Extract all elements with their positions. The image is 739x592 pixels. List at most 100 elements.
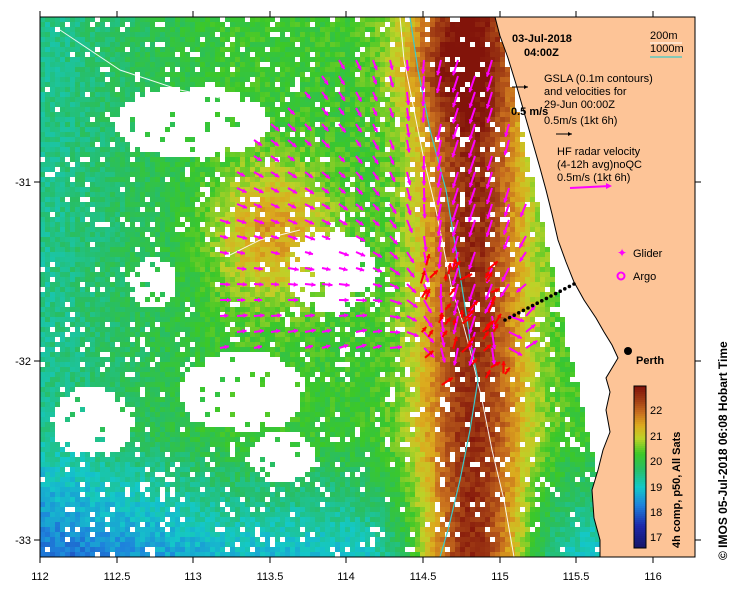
sst-pixel — [235, 47, 240, 52]
sst-pixel — [395, 262, 400, 267]
sst-pixel — [405, 277, 410, 282]
sst-pixel — [225, 162, 230, 167]
sst-pixel — [205, 162, 210, 167]
sst-pixel — [485, 157, 490, 162]
sst-pixel — [90, 227, 95, 232]
sst-pixel — [445, 177, 450, 182]
sst-pixel — [315, 227, 320, 232]
sst-pixel — [120, 192, 125, 197]
sst-pixel — [120, 292, 125, 297]
sst-pixel — [245, 187, 250, 192]
sst-pixel — [285, 307, 290, 312]
sst-pixel — [400, 242, 405, 247]
sst-pixel — [310, 27, 315, 32]
sst-pixel — [330, 137, 335, 142]
sst-pixel — [235, 32, 240, 37]
sst-pixel — [410, 167, 415, 172]
sst-pixel — [145, 222, 150, 227]
sst-pixel — [250, 272, 255, 277]
sst-pixel — [450, 92, 455, 97]
sst-pixel — [110, 227, 115, 232]
sst-pixel — [425, 297, 430, 302]
sst-pixel — [545, 257, 550, 262]
sst-pixel — [375, 62, 380, 67]
sst-pixel — [465, 162, 470, 167]
sst-pixel — [250, 217, 255, 222]
sst-pixel — [100, 42, 105, 47]
sst-pixel — [190, 222, 195, 227]
sst-pixel — [405, 117, 410, 122]
sst-pixel — [225, 27, 230, 32]
sst-pixel — [95, 82, 100, 87]
sst-pixel — [60, 17, 65, 22]
sst-pixel — [45, 67, 50, 72]
sst-pixel — [45, 157, 50, 162]
sst-pixel — [210, 172, 215, 177]
sst-pixel — [40, 147, 45, 152]
sst-pixel — [175, 177, 180, 182]
sst-pixel — [440, 47, 445, 52]
sst-pixel — [325, 27, 330, 32]
sst-pixel — [380, 137, 385, 142]
sst-pixel — [365, 42, 370, 47]
sst-pixel — [115, 47, 120, 52]
sst-pixel — [275, 242, 280, 247]
sst-pixel — [405, 52, 410, 57]
sst-pixel — [255, 17, 260, 22]
sst-pixel — [145, 167, 150, 172]
sst-pixel — [425, 47, 430, 52]
sst-pixel — [415, 137, 420, 142]
sst-pixel — [295, 222, 300, 227]
sst-pixel — [50, 162, 55, 167]
sst-pixel — [130, 87, 135, 92]
sst-pixel — [195, 187, 200, 192]
sst-pixel — [480, 272, 485, 277]
sst-pixel — [530, 212, 535, 217]
sst-pixel — [480, 302, 485, 307]
sst-pixel — [430, 92, 435, 97]
sst-pixel — [70, 47, 75, 52]
sst-pixel — [275, 137, 280, 142]
sst-pixel — [460, 247, 465, 252]
sst-pixel — [100, 217, 105, 222]
sst-pixel — [415, 177, 420, 182]
sst-pixel — [420, 37, 425, 42]
sst-pixel — [480, 237, 485, 242]
sst-pixel — [95, 177, 100, 182]
sst-pixel — [190, 37, 195, 42]
sst-pixel — [285, 207, 290, 212]
sst-pixel — [165, 207, 170, 212]
sst-pixel — [180, 27, 185, 32]
sst-pixel — [105, 227, 110, 232]
sst-pixel — [110, 267, 115, 272]
sst-pixel — [230, 57, 235, 62]
sst-pixel — [400, 27, 405, 32]
sst-pixel — [385, 302, 390, 307]
sst-pixel — [430, 162, 435, 167]
sst-pixel — [460, 232, 465, 237]
sst-pixel — [335, 182, 340, 187]
sst-pixel — [110, 317, 115, 322]
sst-pixel — [330, 152, 335, 157]
sst-pixel — [450, 252, 455, 257]
sst-pixel — [205, 262, 210, 267]
sst-pixel — [445, 47, 450, 52]
sst-pixel — [105, 232, 110, 237]
sst-pixel — [460, 272, 465, 277]
sst-pixel — [45, 242, 50, 247]
sst-pixel — [515, 117, 520, 122]
sst-pixel — [225, 247, 230, 252]
sst-pixel — [495, 202, 500, 207]
sst-pixel — [75, 32, 80, 37]
sst-pixel — [535, 202, 540, 207]
sst-pixel — [515, 237, 520, 242]
sst-pixel — [315, 192, 320, 197]
sst-pixel — [315, 292, 320, 297]
sst-pixel — [45, 147, 50, 152]
sst-pixel — [320, 27, 325, 32]
sst-pixel — [370, 227, 375, 232]
sst-pixel — [260, 167, 265, 172]
sst-pixel — [295, 37, 300, 42]
sst-pixel — [90, 187, 95, 192]
sst-pixel — [255, 87, 260, 92]
